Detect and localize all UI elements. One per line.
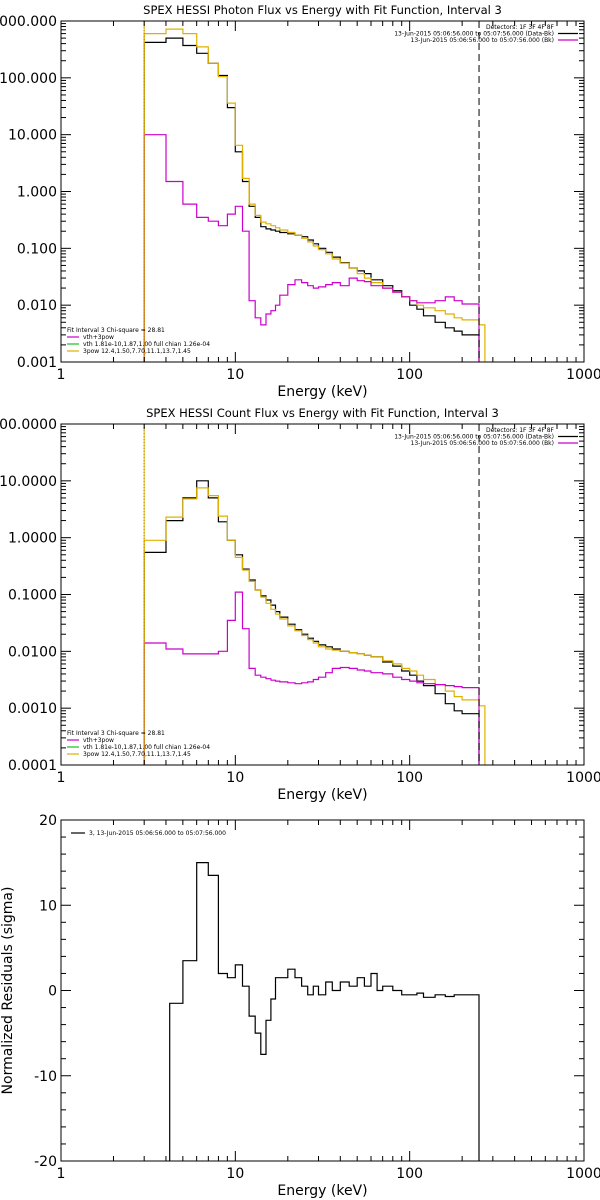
series-0-step-line <box>169 862 480 1161</box>
series-group <box>143 28 486 362</box>
x-tick-label: 100 <box>396 367 423 383</box>
series-0-step-line <box>143 480 480 765</box>
y-tick-label: 1000.000 <box>0 14 57 30</box>
series-0-step-line <box>143 37 480 362</box>
legend-top-entry: 13-Jun-2015 05:06:56.000 to 05:07:56.000… <box>394 434 554 441</box>
x-tick-label: 1000 <box>566 1166 600 1182</box>
y-tick-label: 0.0100 <box>8 644 57 660</box>
plot-frame <box>60 819 585 1162</box>
x-tick-label: 10 <box>226 770 244 786</box>
x-tick-label: 1000 <box>566 367 600 383</box>
chart-title: SPEX HESSI Count Flux vs Energy with Fit… <box>146 406 499 420</box>
series-group <box>143 480 486 765</box>
x-tick-label: 1 <box>57 1166 66 1182</box>
legend-top-entry: Detectors: 1F 3F 4F 8F <box>486 427 555 434</box>
y-tick-label: 100.0000 <box>0 417 57 433</box>
x-tick-label: 1000 <box>566 770 600 786</box>
x-tick-label: 100 <box>396 770 423 786</box>
series-group <box>169 862 480 1161</box>
y-tick-label: 1.0000 <box>8 531 57 547</box>
y-tick-label: 100.000 <box>0 71 57 87</box>
x-tick-label: 1 <box>57 770 66 786</box>
y-tick-label: 10.0000 <box>0 474 57 490</box>
y-tick-label: -10 <box>34 1069 57 1085</box>
series-1-step-line <box>143 487 486 765</box>
plot-frame <box>60 20 585 363</box>
legend-bottom-entry: 3pow 12.4,1.50,7.70,11.1,13.7,1.45 <box>83 751 191 758</box>
series-1-step-line <box>143 28 486 362</box>
residuals-panel: 1 10 100 1000 Energy (keV) -20 -10 0 10 20 Normali… <box>0 813 600 1199</box>
x-tick-label: 100 <box>396 1166 423 1182</box>
legend-top-entry: 13-Jun-2015 05:06:56.000 to 05:07:56.000… <box>411 37 554 44</box>
series-2-step-line <box>143 134 480 362</box>
x-axis-label: Energy (keV) <box>277 1183 367 1199</box>
y-tick-label: 0.001 <box>17 355 57 371</box>
x-axis-label: Energy (keV) <box>277 787 367 803</box>
y-tick-label: 1.000 <box>17 185 57 201</box>
y-tick-label: 0.010 <box>17 298 57 314</box>
count-flux-panel: SPEX HESSI Count Flux vs Energy with Fit… <box>0 406 600 803</box>
y-tick-label: -20 <box>34 1154 57 1170</box>
series-2-step-line <box>143 591 480 765</box>
x-tick-label: 10 <box>226 367 244 383</box>
x-axis-label: Energy (keV) <box>277 384 367 400</box>
y-axis-label: Normalized Residuals (sigma) <box>0 887 16 1095</box>
legend-top-entry: 13-Jun-2015 05:06:56.000 to 05:07:56.000… <box>394 31 554 38</box>
legend-bottom-entry: vth 1.81e-10,1.87,1.00 full chian 1.26e-… <box>83 744 210 751</box>
chart-title: SPEX HESSI Photon Flux vs Energy with Fi… <box>143 3 502 17</box>
x-tick-label: 1 <box>57 367 66 383</box>
y-tick-label: 20 <box>39 813 57 829</box>
y-tick-label: 0.100 <box>17 241 57 257</box>
legend-top-entry: Detectors: 1F 3F 4F 8F <box>486 24 555 31</box>
legend-bottom-entry: vth+3pow <box>83 334 114 341</box>
photon-flux-panel: SPEX HESSI Photon Flux vs Energy with Fi… <box>0 3 600 400</box>
legend-bottom-entry: Fit Interval 3 Chi-square = 28.81 <box>67 730 165 737</box>
y-tick-label: 0 <box>48 984 57 1000</box>
y-tick-label: 0.1000 <box>8 588 57 604</box>
y-tick-label: 10.000 <box>8 128 57 144</box>
legend-entry: 3, 13-Jun-2015 05:06:56.000 to 05:07:56.… <box>89 830 226 837</box>
y-tick-label: 10 <box>39 898 57 914</box>
legend-bottom-entry: vth 1.81e-10,1.87,1.00 full chian 1.26e-… <box>83 341 210 348</box>
legend-bottom-entry: vth+3pow <box>83 737 114 744</box>
legend-top-entry: 13-Jun-2015 05:06:56.000 to 05:07:56.000… <box>411 440 554 447</box>
y-tick-label: 0.0001 <box>8 758 57 774</box>
legend-bottom-entry: Fit Interval 3 Chi-square = 28.81 <box>67 327 165 334</box>
legend-bottom-entry: 3pow 12.4,1.50,7.70,11.1,13.7,1.45 <box>83 348 191 355</box>
plot-frame <box>60 423 585 766</box>
y-tick-label: 0.0010 <box>8 701 57 717</box>
x-tick-label: 10 <box>226 1166 244 1182</box>
